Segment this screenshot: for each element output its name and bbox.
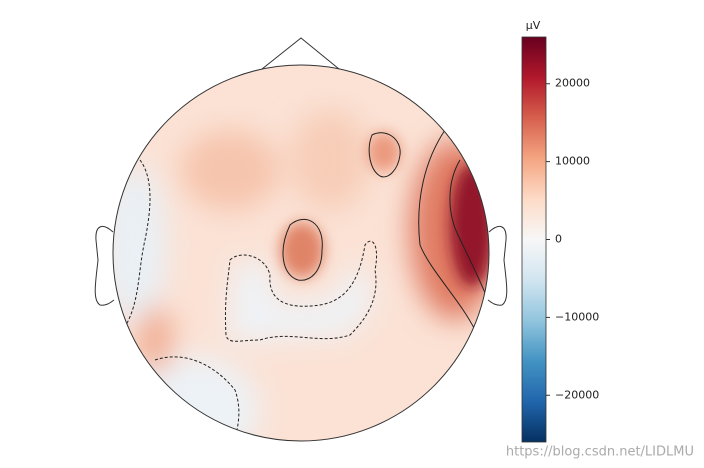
topomap bbox=[113, 65, 489, 441]
colorbar-tick-label: 0 bbox=[555, 233, 562, 246]
nose bbox=[261, 37, 340, 70]
colorbar-tick-label: −10000 bbox=[555, 310, 599, 323]
head-outline bbox=[112, 64, 490, 442]
colorbar-tick-label: 10000 bbox=[555, 155, 590, 168]
right-ear bbox=[487, 225, 508, 306]
watermark: https://blog.csdn.net/LIDLMU bbox=[506, 445, 694, 460]
colorbar-label: µV bbox=[526, 19, 541, 32]
colorbar-tick-label: 20000 bbox=[555, 77, 590, 90]
colorbar-tick-label: −20000 bbox=[555, 388, 599, 401]
colorbar bbox=[521, 36, 547, 443]
left-ear bbox=[94, 225, 115, 306]
